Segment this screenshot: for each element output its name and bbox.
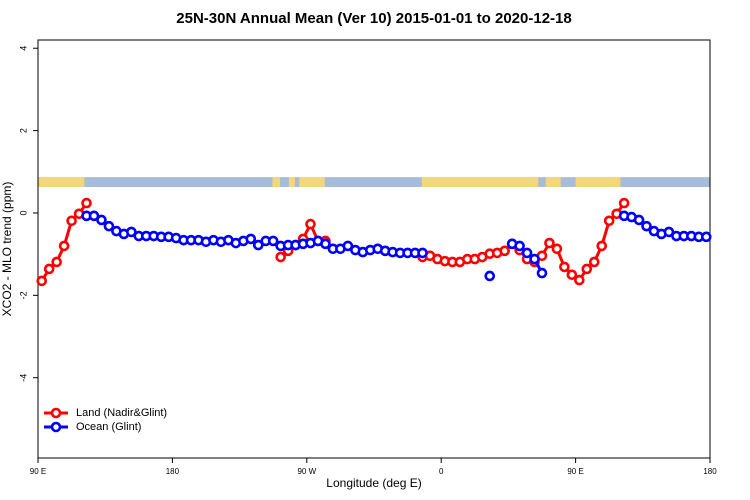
data-point [551,243,563,255]
data-point [417,247,428,259]
data-point [484,270,496,282]
data-point [245,233,257,245]
map-land [38,177,85,188]
y-tick-label: -4 [18,374,28,382]
x-tick-label: 90 W [297,467,316,476]
data-point [275,251,286,263]
data-point [559,261,570,273]
data-point [529,253,540,265]
y-axis-label: XCO2 - MLO trend (ppm) [0,182,14,317]
data-point [663,226,675,238]
data-point [58,240,70,252]
map-land [575,177,621,188]
data-point [700,231,712,243]
data-point [521,247,533,259]
legend-marker [50,407,62,419]
data-point [36,275,48,287]
x-tick-label: 90 E [567,467,583,476]
chart-title: 25N-30N Annual Mean (Ver 10) 2015-01-01 … [176,10,571,27]
x-tick-label: 180 [703,467,717,476]
map-land [545,177,561,188]
data-point [103,220,115,232]
map-land [272,177,280,188]
data-point [252,239,264,251]
data-point [596,240,608,252]
legend-marker [50,421,62,433]
data-point [342,240,354,252]
x-axis-label: Longitude (deg E) [326,476,421,490]
data-point [320,238,331,250]
data-point [581,263,593,275]
data-point [499,245,510,257]
data-point [267,235,279,247]
data-point [641,220,652,232]
x-tick-label: 90 E [30,467,46,476]
data-point [603,215,615,227]
data-point [43,263,55,275]
data-point [66,215,77,227]
legend-label: Land (Nadir&Glint) [76,407,167,419]
data-point [88,210,100,222]
data-point [96,214,107,226]
legend-label: Ocean (Glint) [76,421,141,433]
y-tick-label: -2 [18,291,28,299]
data-point [544,237,555,249]
data-point [574,274,585,286]
map-land [299,177,325,188]
y-tick-label: 0 [18,210,28,215]
data-point [618,197,630,209]
data-point [81,197,92,209]
plot-frame [37,39,711,459]
data-point [126,226,137,238]
data-point [514,240,525,252]
x-tick-label: 180 [166,467,180,476]
data-point [588,256,600,268]
data-point [633,214,645,226]
map-land [421,177,539,188]
map-land [288,177,295,188]
map-ocean [38,177,710,188]
x-tick-label: 0 [439,467,444,476]
data-point [305,218,316,230]
data-point [566,269,578,281]
y-tick-label: 2 [18,128,28,133]
data-point [536,267,548,279]
data-point [51,256,62,268]
y-tick-label: 4 [18,46,28,51]
